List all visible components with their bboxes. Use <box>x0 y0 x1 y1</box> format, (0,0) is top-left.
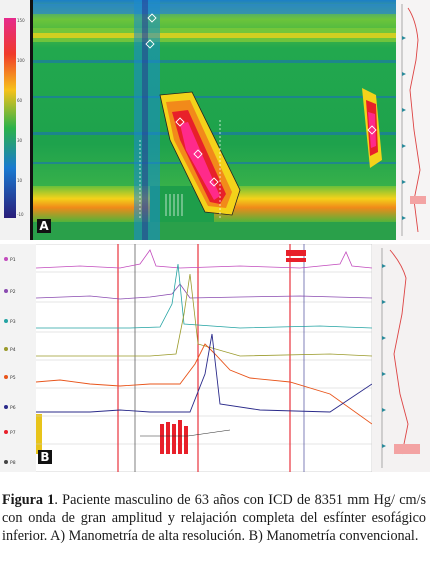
svg-text:150: 150 <box>17 18 25 23</box>
panel-b-label: B <box>38 450 52 464</box>
conventional-sensor-profile <box>372 244 430 472</box>
panel-a-label: A <box>37 219 51 233</box>
svg-text:100: 100 <box>17 58 25 63</box>
svg-text:60: 60 <box>17 98 23 103</box>
channel-7-label: P7 <box>10 430 16 436</box>
channel-4-label: P4 <box>10 347 16 353</box>
panel-a-hrm-figure: 150 100 60 30 10 -10 <box>0 0 430 240</box>
channel-6-label: P6 <box>10 405 16 411</box>
figure-caption: Figura 1. Paciente masculino de 63 años … <box>2 491 426 546</box>
caption-label: Figura 1 <box>2 492 55 508</box>
hrm-colour-plot: 150 100 60 30 10 -10 <box>0 0 396 240</box>
caption-text: . Paciente masculino de 63 años con ICD … <box>2 492 426 545</box>
channel-3-label: P3 <box>10 319 16 325</box>
hrm-sensor-profile <box>396 0 430 240</box>
channel-5-label: P5 <box>10 375 16 381</box>
channel-2-label: P2 <box>10 289 16 295</box>
panel-b-conventional-figure: P1 P2 P3 P4 P5 P6 P7 P8 <box>0 244 430 472</box>
svg-text:30: 30 <box>17 138 23 143</box>
manometry-traces: P1 P2 P3 P4 P5 P6 P7 P8 <box>0 244 372 472</box>
channel-8-label: P8 <box>10 460 16 466</box>
svg-text:-10: -10 <box>17 212 24 217</box>
svg-text:10: 10 <box>17 178 23 183</box>
channel-1-label: P1 <box>10 257 16 263</box>
